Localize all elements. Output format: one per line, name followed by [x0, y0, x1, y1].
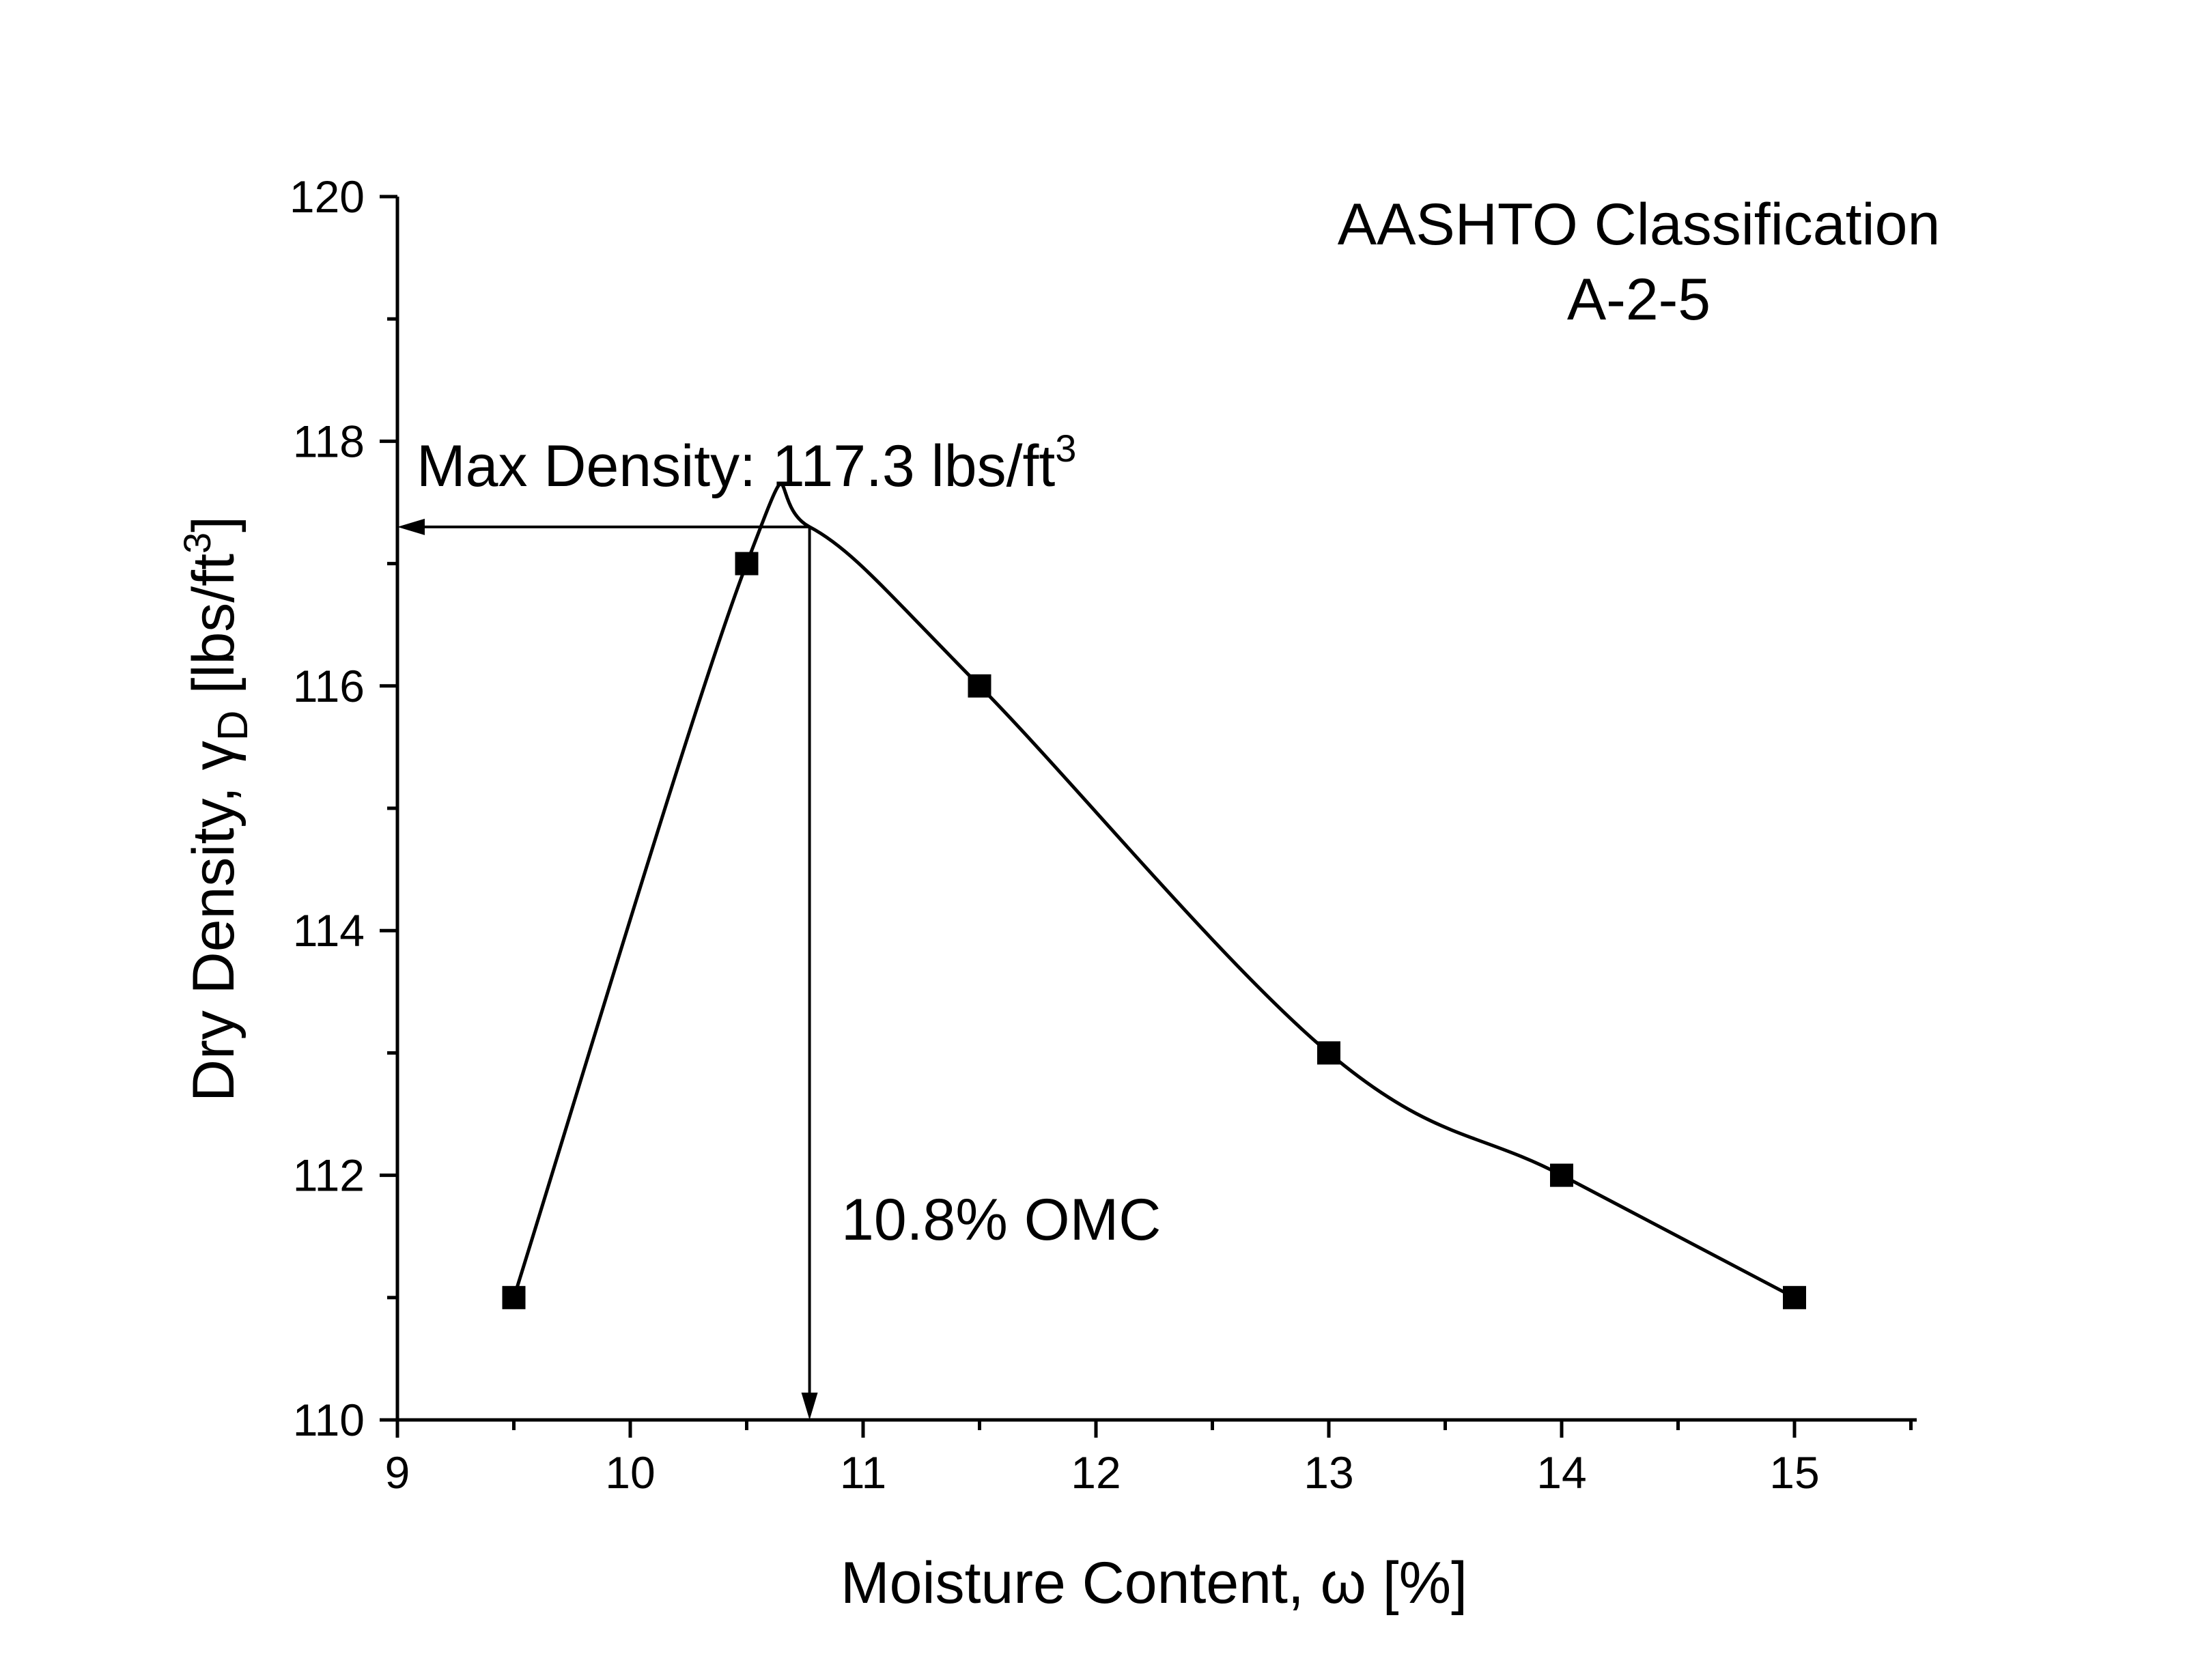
y-axis-title-subscript: D [210, 710, 257, 741]
omc-arrowhead [801, 1393, 818, 1420]
compaction-curve [512, 482, 1796, 1300]
y-tick-label: 118 [293, 416, 365, 466]
y-axis-title-unit: [lbs/ft [181, 554, 247, 711]
max-density-label-text: Max Density: 117.3 lbs/ft [417, 433, 1055, 499]
max-density-label-superscript: 3 [1055, 427, 1076, 470]
y-tick-label: 110 [293, 1395, 365, 1445]
x-axis-title: Moisture Content, ω [%] [841, 1550, 1467, 1616]
y-axis-title-bracket: ] [181, 516, 247, 532]
max-density-arrowhead [397, 518, 425, 535]
data-point [1783, 1285, 1806, 1309]
classification-value: A-2-5 [1567, 267, 1711, 332]
x-tick-label: 10 [605, 1447, 655, 1498]
data-point [968, 674, 991, 698]
y-tick-label: 116 [293, 661, 365, 711]
x-tick-label: 9 [385, 1447, 410, 1498]
y-tick-label: 114 [293, 905, 365, 956]
y-tick-label: 112 [293, 1150, 365, 1201]
data-point [502, 1285, 526, 1309]
y-axis-title: Dry Density, γD [lbs/ft3] [175, 516, 257, 1102]
data-point [735, 552, 759, 575]
data-point [1317, 1041, 1340, 1065]
x-tick-label: 14 [1536, 1447, 1586, 1498]
data-markers [502, 552, 1806, 1309]
x-tick-label: 11 [840, 1447, 887, 1498]
data-point [1550, 1163, 1573, 1187]
y-axis-title-unit-superscript: 3 [175, 532, 219, 554]
x-tick-label: 15 [1769, 1447, 1819, 1498]
classification-title: AASHTO Classification [1338, 192, 1941, 257]
x-axis-ticks: 9 10 11 12 13 14 15 [385, 1420, 1913, 1498]
y-axis-ticks: 110 112 114 116 118 120 [290, 171, 397, 1445]
x-tick-label: 12 [1071, 1447, 1121, 1498]
y-axis-title-prefix: Dry Density, γ [181, 741, 247, 1102]
x-tick-label: 13 [1304, 1447, 1353, 1498]
y-tick-label: 120 [290, 171, 365, 222]
omc-label: 10.8% OMC [841, 1187, 1161, 1253]
max-density-label: Max Density: 117.3 lbs/ft3 [417, 427, 1076, 499]
